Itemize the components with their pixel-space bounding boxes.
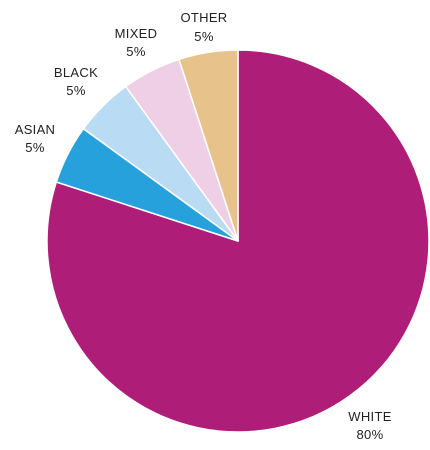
pie-slice-other [178,49,239,242]
slice-value-label-mixed: 5% [126,44,146,59]
slice-value-label-white: 80% [357,427,384,442]
slice-value-label-asian: 5% [25,140,45,155]
slice-label-other: OTHER [181,10,228,25]
slice-value-label-other: 5% [194,29,214,44]
slice-label-white: WHITE [348,409,391,424]
labels-layer: WHITE 80% ASIAN 5% BLACK 5% MIXED 5% OTHER 5% [15,10,392,442]
slice-value-label-black: 5% [66,83,86,98]
slices-layer [46,49,430,433]
slice-label-black: BLACK [54,65,98,80]
slice-label-mixed: MIXED [115,26,158,41]
slice-label-asian: ASIAN [15,122,56,137]
